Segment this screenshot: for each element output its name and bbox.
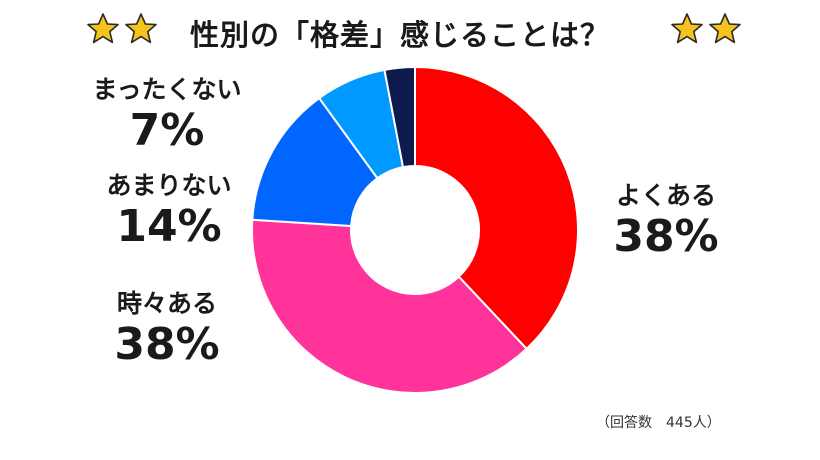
star-icon [708, 12, 742, 46]
star-icon [86, 12, 120, 46]
slice-label: よくある [615, 181, 716, 210]
donut-slice-5 [383, 65, 416, 169]
donut-slice-3 [251, 96, 379, 228]
slice-value-label: 38% [114, 319, 220, 370]
chart-title: 性別の「格差」感じることは？ [190, 18, 611, 52]
donut-slice-2 [251, 218, 528, 394]
slice-value-label: 38% [613, 211, 719, 262]
label-amari-nai: あまりない 14% [84, 166, 254, 253]
slice-value-label: 7% [129, 105, 205, 156]
label-yoku-aru: よくある 38% [606, 176, 726, 263]
slice-value-label: 14% [116, 201, 222, 252]
slice-label: まったくない [92, 75, 242, 104]
stars-right [670, 12, 742, 46]
stars-left [86, 12, 158, 46]
star-icon [124, 12, 158, 46]
donut-slice-1 [414, 65, 579, 351]
label-tokidoki-aru: 時々ある 38% [92, 284, 242, 371]
respondent-count-note: （回答数 445人） [596, 415, 721, 431]
star-icon [670, 12, 704, 46]
slice-label: 時々ある [116, 289, 217, 318]
title-row: 性別の「格差」感じることは？ [0, 10, 820, 54]
label-mattaku-nai: まったくない 7% [72, 70, 262, 157]
slice-label: あまりない [106, 171, 232, 200]
